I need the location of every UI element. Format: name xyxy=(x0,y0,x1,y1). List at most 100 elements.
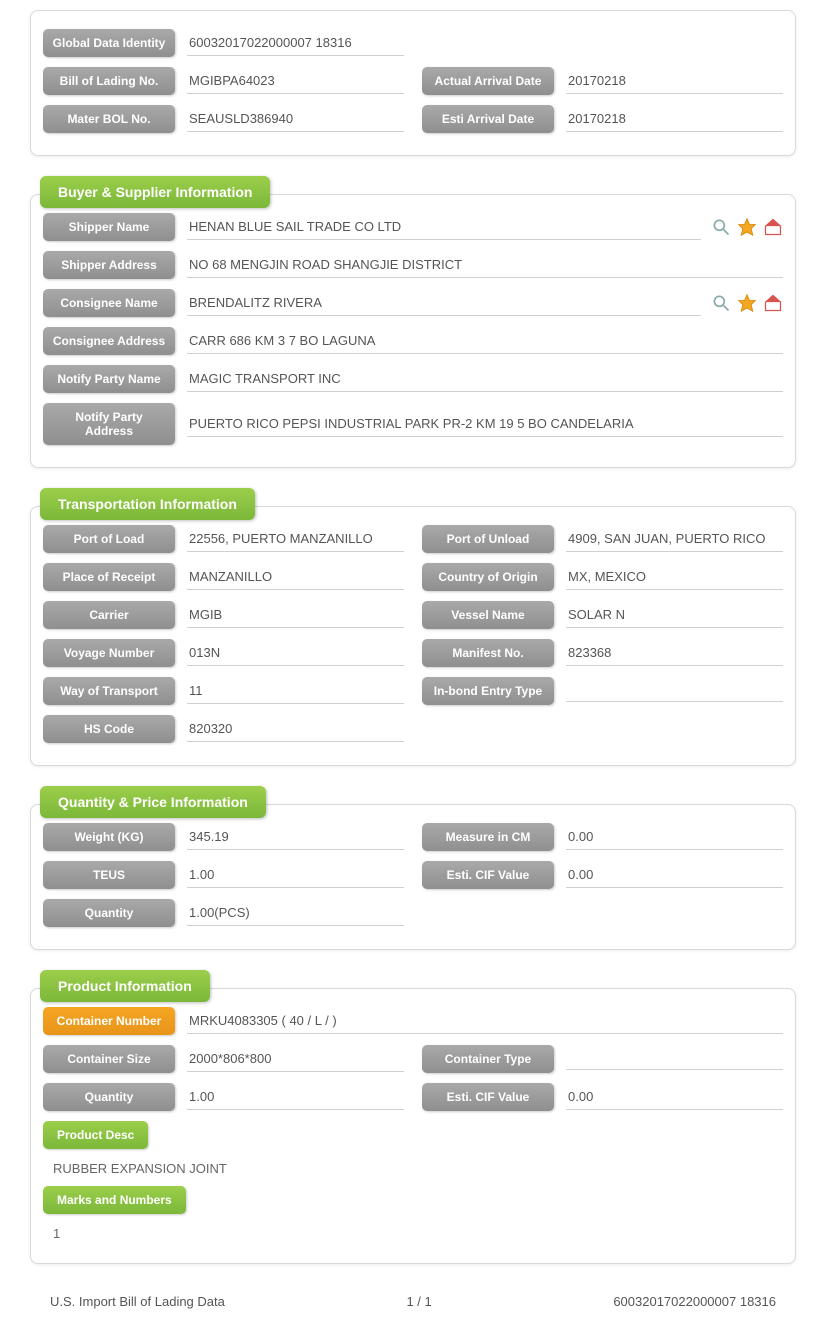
label-port-unload: Port of Unload xyxy=(422,525,554,553)
value-consignee-name: BRENDALITZ RIVERA xyxy=(187,291,701,316)
label-teus: TEUS xyxy=(43,861,175,889)
value-port-unload: 4909, SAN JUAN, PUERTO RICO xyxy=(566,527,783,552)
value-shipper-name: HENAN BLUE SAIL TRADE CO LTD xyxy=(187,215,701,240)
label-place-receipt: Place of Receipt xyxy=(43,563,175,591)
shipper-icons xyxy=(711,217,783,237)
field-cif-qp: Esti. CIF Value 0.00 xyxy=(422,861,783,889)
home-icon[interactable] xyxy=(763,293,783,313)
label-marks-numbers: Marks and Numbers xyxy=(43,1186,186,1214)
buyer-supplier-title: Buyer & Supplier Information xyxy=(40,176,270,208)
value-notify-address: PUERTO RICO PEPSI INDUSTRIAL PARK PR-2 K… xyxy=(187,412,783,437)
label-container-size: Container Size xyxy=(43,1045,175,1073)
value-shipper-address: NO 68 MENGJIN ROAD SHANGJIE DISTRICT xyxy=(187,253,783,278)
field-actual-arrival: Actual Arrival Date 20170218 xyxy=(422,67,783,95)
label-notify-address: Notify Party Address xyxy=(43,403,175,445)
field-measure-cm: Measure in CM 0.00 xyxy=(422,823,783,851)
field-inbond: In-bond Entry Type xyxy=(422,677,783,705)
label-master-bol: Mater BOL No. xyxy=(43,105,175,133)
field-container-number: Container Number MRKU4083305 ( 40 / L / … xyxy=(43,1007,783,1035)
value-container-number: MRKU4083305 ( 40 / L / ) xyxy=(187,1009,783,1034)
value-master-bol: SEAUSLD386940 xyxy=(187,107,404,132)
value-place-receipt: MANZANILLO xyxy=(187,565,404,590)
buyer-supplier-body: Shipper Name HENAN BLUE SAIL TRADE CO LT… xyxy=(30,194,796,468)
quantity-price-title: Quantity & Price Information xyxy=(40,786,266,818)
value-cif-p: 0.00 xyxy=(566,1085,783,1110)
field-esti-arrival: Esti Arrival Date 20170218 xyxy=(422,105,783,133)
value-actual-arrival: 20170218 xyxy=(566,69,783,94)
transportation-title: Transportation Information xyxy=(40,488,255,520)
star-icon[interactable] xyxy=(737,293,757,313)
field-weight: Weight (KG) 345.19 xyxy=(43,823,404,851)
field-container-size: Container Size 2000*806*800 xyxy=(43,1045,404,1073)
home-icon[interactable] xyxy=(763,217,783,237)
value-marks-numbers: 1 xyxy=(43,1222,783,1251)
value-container-size: 2000*806*800 xyxy=(187,1047,404,1072)
field-hs-code: HS Code 820320 xyxy=(43,715,404,743)
label-quantity-p: Quantity xyxy=(43,1083,175,1111)
header-section: Global Data Identity 60032017022000007 1… xyxy=(30,10,796,156)
label-weight: Weight (KG) xyxy=(43,823,175,851)
product-section: Product Information Container Number MRK… xyxy=(30,970,796,1264)
field-teus: TEUS 1.00 xyxy=(43,861,404,889)
label-hs-code: HS Code xyxy=(43,715,175,743)
header-body: Global Data Identity 60032017022000007 1… xyxy=(30,10,796,156)
label-vessel: Vessel Name xyxy=(422,601,554,629)
field-bill-of-lading: Bill of Lading No. MGIBPA64023 xyxy=(43,67,404,95)
quantity-price-body: Weight (KG) 345.19 Measure in CM 0.00 TE… xyxy=(30,804,796,950)
value-cif-qp: 0.00 xyxy=(566,863,783,888)
footer-left: U.S. Import Bill of Lading Data xyxy=(50,1294,225,1309)
footer-center: 1 / 1 xyxy=(406,1294,431,1309)
value-measure-cm: 0.00 xyxy=(566,825,783,850)
value-weight: 345.19 xyxy=(187,825,404,850)
footer-right: 60032017022000007 18316 xyxy=(613,1294,776,1309)
field-port-unload: Port of Unload 4909, SAN JUAN, PUERTO RI… xyxy=(422,525,783,553)
label-container-type: Container Type xyxy=(422,1045,554,1073)
label-notify-name: Notify Party Name xyxy=(43,365,175,393)
label-way-transport: Way of Transport xyxy=(43,677,175,705)
label-shipper-address: Shipper Address xyxy=(43,251,175,279)
label-esti-arrival: Esti Arrival Date xyxy=(422,105,554,133)
magnifier-icon[interactable] xyxy=(711,293,731,313)
field-container-type: Container Type xyxy=(422,1045,783,1073)
label-country-origin: Country of Origin xyxy=(422,563,554,591)
field-vessel: Vessel Name SOLAR N xyxy=(422,601,783,629)
value-container-type xyxy=(566,1048,783,1070)
product-desc-block: Product Desc RUBBER EXPANSION JOINT xyxy=(43,1121,783,1186)
label-shipper-name: Shipper Name xyxy=(43,213,175,241)
field-way-transport: Way of Transport 11 xyxy=(43,677,404,705)
field-notify-name: Notify Party Name MAGIC TRANSPORT INC xyxy=(43,365,783,393)
value-port-load: 22556, PUERTO MANZANILLO xyxy=(187,527,404,552)
field-quantity-p: Quantity 1.00 xyxy=(43,1083,404,1111)
marks-numbers-block: Marks and Numbers 1 xyxy=(43,1186,783,1251)
value-global-data-identity: 60032017022000007 18316 xyxy=(187,31,404,56)
field-voyage: Voyage Number 013N xyxy=(43,639,404,667)
page-footer: U.S. Import Bill of Lading Data 1 / 1 60… xyxy=(30,1284,796,1309)
value-country-origin: MX, MEXICO xyxy=(566,565,783,590)
transportation-section: Transportation Information Port of Load … xyxy=(30,488,796,766)
label-manifest: Manifest No. xyxy=(422,639,554,667)
label-actual-arrival: Actual Arrival Date xyxy=(422,67,554,95)
field-quantity-qp: Quantity 1.00(PCS) xyxy=(43,899,404,927)
label-quantity-qp: Quantity xyxy=(43,899,175,927)
value-notify-name: MAGIC TRANSPORT INC xyxy=(187,367,783,392)
value-bill-of-lading: MGIBPA64023 xyxy=(187,69,404,94)
label-inbond: In-bond Entry Type xyxy=(422,677,554,705)
value-esti-arrival: 20170218 xyxy=(566,107,783,132)
field-shipper-name: Shipper Name HENAN BLUE SAIL TRADE CO LT… xyxy=(43,213,783,241)
field-port-load: Port of Load 22556, PUERTO MANZANILLO xyxy=(43,525,404,553)
value-way-transport: 11 xyxy=(187,679,404,704)
label-carrier: Carrier xyxy=(43,601,175,629)
field-notify-address: Notify Party Address PUERTO RICO PEPSI I… xyxy=(43,403,783,445)
label-product-desc: Product Desc xyxy=(43,1121,148,1149)
value-consignee-address: CARR 686 KM 3 7 BO LAGUNA xyxy=(187,329,783,354)
label-cif-qp: Esti. CIF Value xyxy=(422,861,554,889)
value-carrier: MGIB xyxy=(187,603,404,628)
field-cif-p: Esti. CIF Value 0.00 xyxy=(422,1083,783,1111)
magnifier-icon[interactable] xyxy=(711,217,731,237)
value-voyage: 013N xyxy=(187,641,404,666)
star-icon[interactable] xyxy=(737,217,757,237)
label-consignee-name: Consignee Name xyxy=(43,289,175,317)
label-voyage: Voyage Number xyxy=(43,639,175,667)
label-cif-p: Esti. CIF Value xyxy=(422,1083,554,1111)
field-country-origin: Country of Origin MX, MEXICO xyxy=(422,563,783,591)
